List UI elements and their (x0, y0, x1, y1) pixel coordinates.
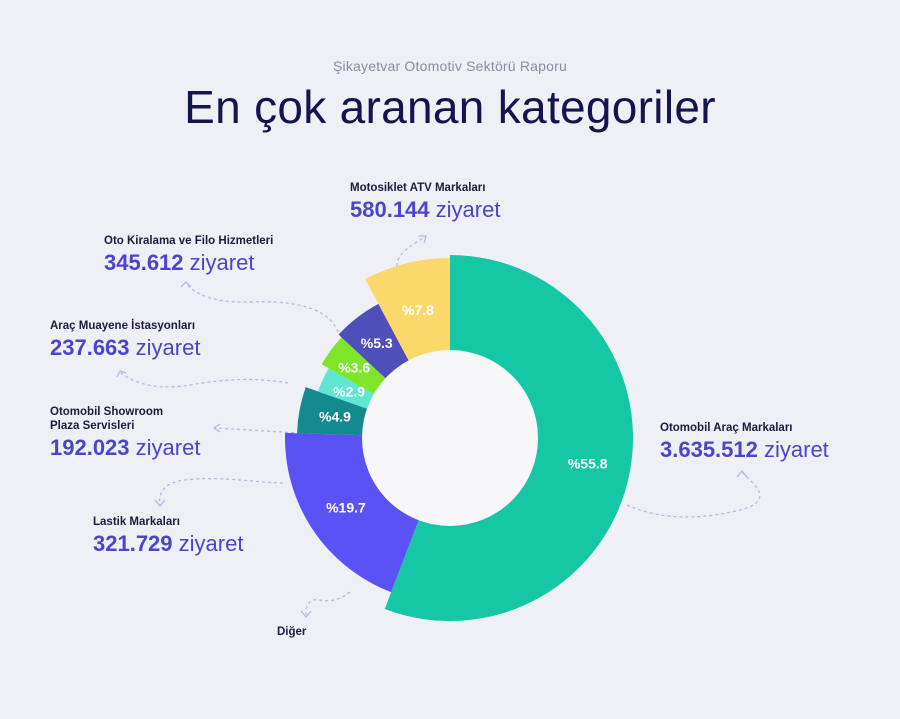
arrow-otomobil (736, 470, 748, 478)
label-otomobil-name: Otomobil Araç Markaları (660, 422, 793, 434)
connector-lines (119, 236, 761, 617)
label-showroom-name-2: Plaza Servisleri (50, 420, 135, 432)
label-kiralama-name: Oto Kiralama ve Filo Hizmetleri (104, 235, 274, 247)
label-showroom-name-1: Otomobil Showroom (50, 406, 164, 418)
arrow-diger (300, 610, 312, 618)
label-showroom: Otomobil Showroom Plaza Servisleri 192.0… (50, 405, 200, 461)
connector-kiralama (185, 282, 339, 333)
slice-percent-label-3: %4.9 (319, 408, 351, 424)
slice-7 (365, 258, 450, 363)
page-title: En çok aranan kategoriler (184, 81, 716, 133)
arrow-motosiklet (419, 235, 427, 244)
connector-lastik (159, 478, 284, 506)
slice-6 (338, 303, 410, 380)
slice-percent-label-4: %2.9 (333, 384, 365, 400)
label-kiralama: Oto Kiralama ve Filo Hizmetleri 345.612 … (104, 234, 273, 276)
label-otomobil: Otomobil Araç Markaları 3.635.512 ziyare… (660, 421, 829, 463)
label-muayene: Araç Muayene İstasyonları 237.663 ziyare… (50, 319, 200, 361)
slice-percent-label-2: %19.7 (326, 499, 366, 515)
slice-5 (321, 337, 387, 396)
connector-arrowheads (116, 235, 748, 618)
connector-showroom (214, 427, 301, 434)
label-lastik: Lastik Markaları 321.729 ziyaret (93, 515, 243, 557)
slice-4 (317, 368, 376, 410)
arrow-kiralama (180, 281, 192, 288)
label-otomobil-value: 3.635.512 ziyaret (660, 437, 829, 462)
slice-percent-label-1: %55.8 (568, 455, 608, 471)
label-diger: Diğer (277, 626, 307, 638)
label-kiralama-value: 345.612 ziyaret (104, 250, 255, 275)
label-muayene-name: Araç Muayene İstasyonları (50, 320, 196, 332)
arrow-showroom (212, 423, 221, 433)
slice-percent-label-7: %7.8 (402, 302, 434, 318)
slice-percent-label-5: %3.6 (338, 359, 370, 375)
label-lastik-name: Lastik Markaları (93, 516, 180, 528)
label-motosiklet-value: 580.144 ziyaret (350, 197, 501, 222)
report-subtitle: Şikayetvar Otomotiv Sektörü Raporu (332, 58, 567, 74)
slice-percent-label-6: %5.3 (361, 335, 393, 351)
donut-hole (362, 350, 538, 526)
slice-1 (384, 255, 634, 621)
connector-diger (305, 591, 351, 617)
slice-3 (297, 387, 369, 436)
label-motosiklet-name: Motosiklet ATV Markaları (350, 182, 486, 194)
arrow-lastik (154, 499, 166, 507)
connector-muayene (119, 371, 289, 388)
slice-2 (285, 432, 420, 593)
label-muayene-value: 237.663 ziyaret (50, 335, 201, 360)
label-lastik-value: 321.729 ziyaret (93, 531, 244, 556)
connector-motosiklet (396, 236, 426, 273)
label-showroom-value: 192.023 ziyaret (50, 435, 201, 460)
arrow-muayene (116, 370, 127, 378)
connector-otomobil (626, 471, 761, 518)
label-motosiklet: Motosiklet ATV Markaları 580.144 ziyaret (350, 181, 500, 223)
